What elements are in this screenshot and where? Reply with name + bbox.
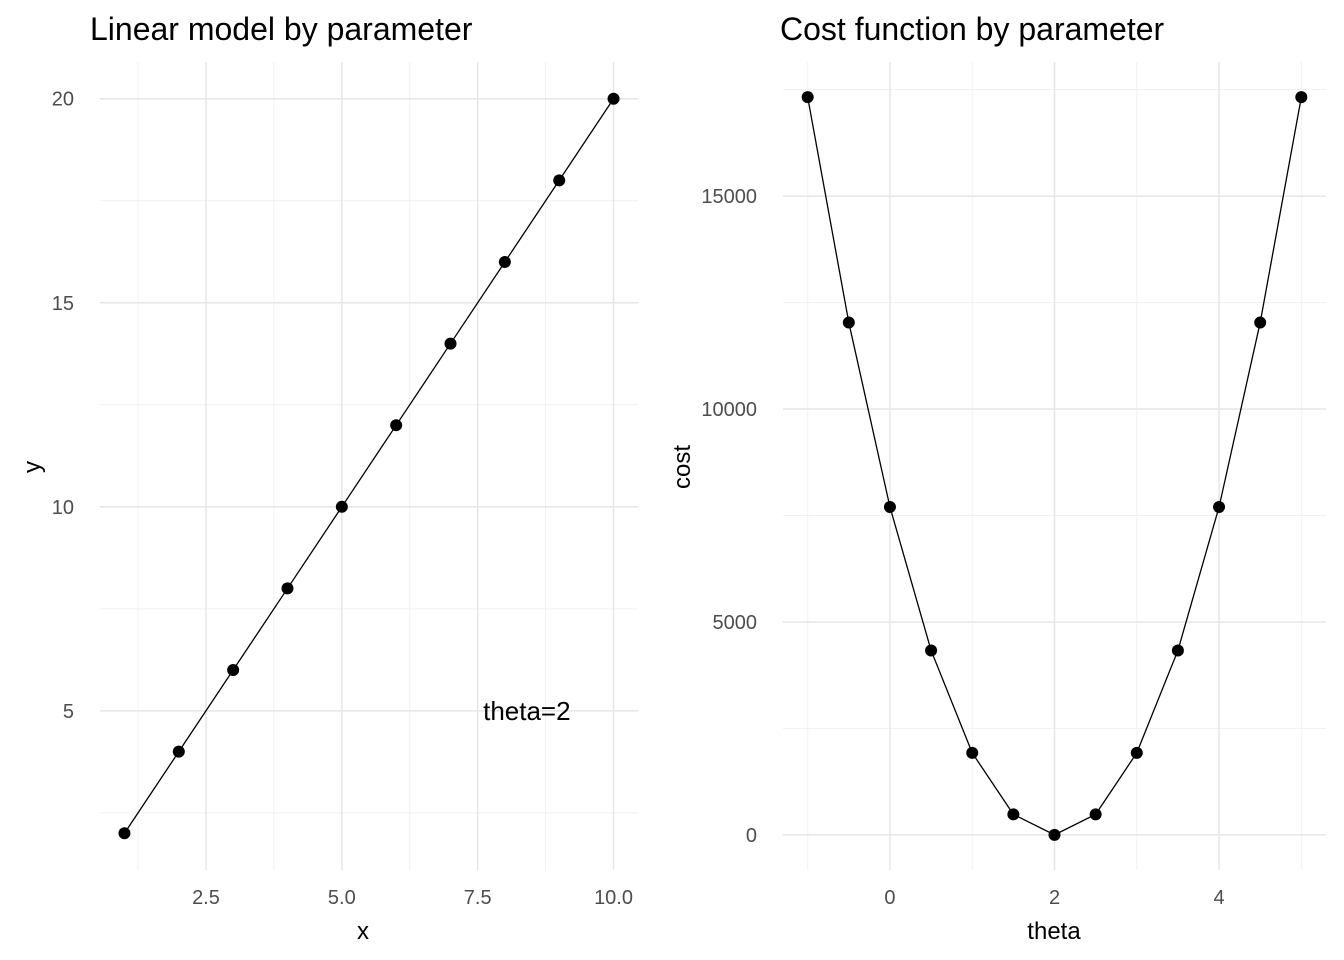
data-point <box>1048 828 1061 841</box>
data-point <box>842 316 855 329</box>
y-tick-label: 10000 <box>701 399 757 421</box>
data-point <box>1089 808 1102 821</box>
grid <box>783 62 1326 870</box>
data-point <box>966 746 979 759</box>
data-point <box>801 91 814 104</box>
x-axis-label: x <box>357 918 369 945</box>
y-tick-label: 20 <box>52 89 74 111</box>
y-tick-label: 5000 <box>713 612 758 634</box>
x-tick-label: 10.0 <box>594 887 633 909</box>
data-point <box>281 582 294 595</box>
y-tick-label: 15 <box>52 293 74 315</box>
y-axis-label: y <box>19 461 46 473</box>
data-point <box>227 664 240 677</box>
data-point <box>118 827 131 840</box>
chart-title: Linear model by parameter <box>90 11 473 47</box>
chart-title: Cost function by parameter <box>780 11 1165 47</box>
data-point <box>444 337 457 350</box>
data-point <box>925 644 938 657</box>
data-point <box>1171 644 1184 657</box>
x-tick-label: 2 <box>1049 887 1060 909</box>
data-point <box>1295 91 1308 104</box>
data-point <box>1007 808 1020 821</box>
data-point <box>335 500 348 513</box>
x-tick-label: 0 <box>884 887 895 909</box>
data-point <box>1254 316 1267 329</box>
data-point <box>390 419 403 432</box>
data-point <box>607 92 620 105</box>
grid <box>100 62 638 870</box>
data-point <box>553 174 566 187</box>
tick-labels: 2.5 5.0 7.5 10.0 5 10 15 20 <box>52 89 633 909</box>
plot-marks <box>118 92 620 840</box>
data-point <box>498 255 511 268</box>
y-tick-label: 15000 <box>701 186 757 208</box>
x-tick-label: 5.0 <box>328 887 356 909</box>
data-point <box>1213 500 1226 513</box>
data-point <box>883 500 896 513</box>
x-tick-label: 2.5 <box>192 887 220 909</box>
annotation-label: theta=2 <box>483 696 570 726</box>
y-tick-label: 5 <box>63 701 74 723</box>
data-point <box>172 745 185 758</box>
series-line <box>123 98 615 834</box>
y-tick-label: 0 <box>746 825 757 847</box>
x-tick-label: 7.5 <box>464 887 492 909</box>
x-tick-label: 4 <box>1213 887 1224 909</box>
tick-labels: 0 2 4 0 5000 10000 15000 <box>701 186 1224 909</box>
linear-model-panel: Linear model by parameter 2.5 5.0 7.5 10.0 5… <box>19 11 638 945</box>
x-axis-label: theta <box>1027 918 1081 945</box>
plot-marks <box>801 91 1308 841</box>
data-point <box>1130 746 1143 759</box>
cost-function-panel: Cost function by parameter 0 2 4 0 5000 10000… <box>669 11 1326 945</box>
y-tick-label: 10 <box>52 497 74 519</box>
y-axis-label: cost <box>669 445 696 489</box>
